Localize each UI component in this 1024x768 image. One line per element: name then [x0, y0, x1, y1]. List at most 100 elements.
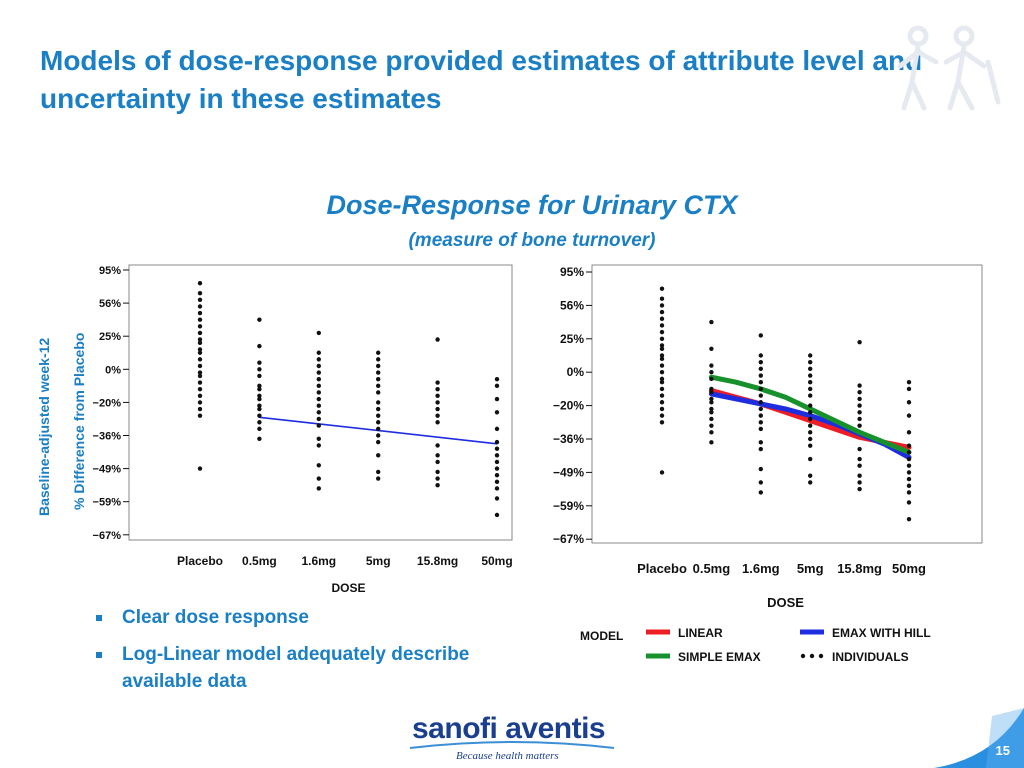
individual-point — [316, 383, 321, 389]
y-tick-label: −36% — [93, 431, 122, 443]
individual-point — [857, 339, 862, 345]
page-number: 15 — [995, 743, 1010, 758]
chart-subtitle: (measure of bone turnover) — [408, 230, 656, 251]
individual-point — [857, 473, 862, 478]
individual-point — [197, 347, 203, 352]
individual-point — [709, 423, 714, 428]
individual-point — [435, 337, 440, 342]
individual-point — [197, 370, 203, 375]
individual-point — [758, 359, 763, 365]
individual-point — [906, 476, 912, 482]
individual-point — [376, 476, 381, 481]
individual-point — [659, 353, 665, 358]
y-tick-label: −59% — [553, 499, 584, 513]
individual-point — [709, 440, 714, 445]
bullet-list: Clear dose response Log-Linear model ade… — [96, 604, 516, 705]
individual-point — [808, 430, 813, 435]
individual-point — [197, 413, 203, 418]
individual-point — [494, 396, 500, 402]
individual-point — [709, 376, 714, 382]
individual-point — [659, 303, 665, 308]
individual-point — [435, 400, 440, 405]
individual-point — [435, 469, 440, 475]
y-axis-label-line1: Baseline-adjusted week-12 — [36, 337, 52, 516]
y-tick-label: −49% — [93, 464, 122, 476]
individual-point — [435, 386, 440, 392]
individual-point — [257, 317, 262, 322]
figures-watermark-icon — [897, 25, 1001, 111]
individual-point — [435, 413, 440, 418]
individual-point — [808, 386, 813, 392]
individual-point — [808, 456, 813, 462]
individual-point — [435, 393, 440, 398]
individual-point — [257, 393, 262, 398]
legend-dot — [800, 653, 806, 659]
individual-point — [494, 439, 500, 445]
individual-point — [257, 373, 262, 379]
individual-point — [906, 430, 912, 435]
individual-point — [659, 286, 665, 291]
y-tick-label: 25% — [99, 331, 121, 343]
individual-point — [857, 403, 862, 408]
individual-point — [659, 413, 665, 418]
individual-point — [808, 359, 813, 365]
individual-point — [257, 343, 262, 349]
bullet-item: Log-Linear model adequately describe ava… — [96, 641, 516, 695]
individual-point — [906, 470, 912, 475]
individual-point — [257, 367, 262, 372]
individual-point — [709, 370, 714, 375]
individual-point — [659, 323, 665, 328]
individual-point — [316, 410, 321, 415]
individual-point — [316, 396, 321, 402]
individual-point — [758, 406, 763, 412]
individual-point — [808, 480, 813, 485]
individual-point — [758, 400, 763, 405]
individual-point — [257, 403, 262, 408]
individual-point — [435, 459, 440, 465]
individual-point — [257, 386, 262, 392]
individual-point — [659, 370, 665, 375]
x-tick-label: 15.8mg — [837, 561, 882, 576]
individual-point — [494, 377, 500, 382]
individual-point — [257, 396, 262, 402]
individual-point — [494, 466, 500, 471]
individual-point — [906, 400, 912, 405]
series-line — [708, 374, 912, 455]
legend-label: SIMPLE EMAX — [678, 650, 761, 664]
individual-point — [197, 304, 203, 309]
legend-dot — [809, 653, 815, 659]
individual-point — [808, 353, 813, 358]
individual-point — [709, 396, 714, 402]
x-tick-label: 50mg — [481, 554, 512, 568]
individual-point — [808, 393, 813, 398]
individual-point — [494, 486, 500, 491]
individual-point — [709, 416, 714, 422]
legend-label: EMAX WITH HILL — [832, 626, 931, 640]
y-tick-label: −49% — [553, 465, 584, 479]
chart-left: 95% 56% 25% 0% −20% −36% −49% −59% −67% Placebo 0.… — [93, 264, 513, 595]
y-tick-label: 56% — [560, 298, 584, 312]
individual-point — [758, 413, 763, 418]
individual-point — [376, 370, 381, 375]
individual-point — [857, 410, 862, 415]
individual-point — [435, 443, 440, 448]
individual-point — [857, 463, 862, 468]
individual-point — [197, 330, 203, 336]
sanofi-aventis-logo: sanofi aventis Because health matters — [406, 706, 618, 766]
legend-dot — [818, 653, 824, 659]
individual-point — [376, 426, 381, 432]
individual-point — [316, 436, 321, 442]
individual-point — [376, 363, 381, 369]
individual-point — [257, 383, 262, 389]
individual-point — [197, 363, 203, 369]
individual-point — [197, 466, 203, 471]
individual-point — [659, 296, 665, 301]
individual-point — [376, 390, 381, 395]
individual-point — [906, 450, 912, 455]
individual-point — [197, 393, 203, 398]
individual-point — [376, 350, 381, 355]
individual-point — [659, 316, 665, 321]
page-corner-icon — [934, 708, 1024, 768]
individual-point — [857, 480, 862, 485]
individual-point — [197, 400, 203, 405]
